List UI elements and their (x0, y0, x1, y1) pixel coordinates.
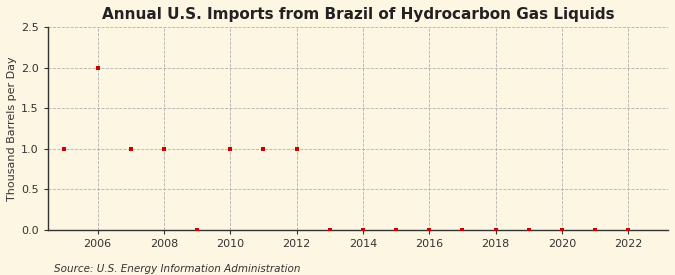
Point (391, 228, 402, 232)
Point (424, 228, 435, 232)
Point (457, 228, 468, 232)
Point (358, 228, 369, 232)
Point (192, 228, 202, 232)
Point (159, 147, 169, 151)
Point (59, 147, 70, 151)
Point (490, 228, 501, 232)
Point (92, 65, 103, 70)
Text: Source: U.S. Energy Information Administration: Source: U.S. Energy Information Administ… (54, 264, 300, 274)
Point (590, 228, 601, 232)
Point (291, 147, 302, 151)
Y-axis label: Thousand Barrels per Day: Thousand Barrels per Day (7, 56, 17, 201)
Point (556, 228, 567, 232)
Point (258, 147, 269, 151)
Point (623, 228, 634, 232)
Point (126, 147, 136, 151)
Title: Annual U.S. Imports from Brazil of Hydrocarbon Gas Liquids: Annual U.S. Imports from Brazil of Hydro… (102, 7, 614, 22)
Point (225, 147, 236, 151)
Point (523, 228, 534, 232)
Point (325, 228, 335, 232)
